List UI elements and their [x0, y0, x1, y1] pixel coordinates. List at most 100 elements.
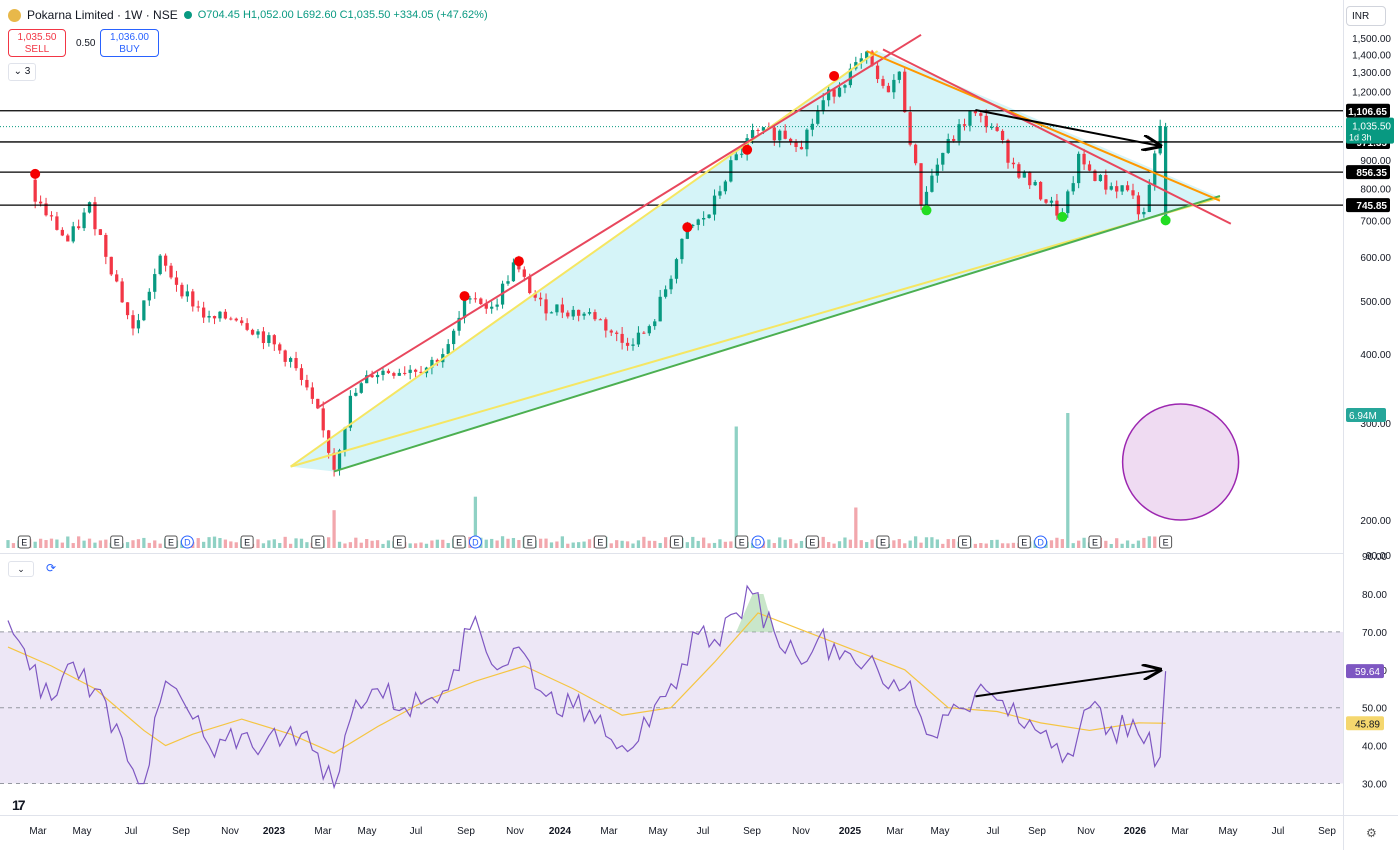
volume-bar — [892, 540, 896, 548]
volume-bar — [327, 537, 331, 548]
candle-body — [462, 299, 467, 318]
price-arrow — [975, 109, 1160, 146]
candle-body — [245, 323, 249, 330]
earnings-event-label: E — [1021, 538, 1027, 548]
candle-body — [468, 298, 472, 300]
volume-bar — [446, 543, 450, 548]
candle-body — [202, 307, 206, 318]
candle-body — [354, 392, 358, 396]
candle-body — [1028, 172, 1032, 186]
candle-body — [973, 111, 978, 114]
candle-body — [805, 129, 809, 150]
candle-body — [408, 369, 412, 373]
candle-body — [832, 89, 836, 97]
candle-body — [604, 319, 608, 331]
time-tick-label: Mar — [314, 826, 332, 837]
earnings-event-icon — [17, 535, 31, 549]
candle-body — [843, 85, 847, 88]
candle-body — [707, 214, 711, 218]
candle-body — [321, 408, 325, 431]
candle-body — [452, 330, 456, 345]
candle-body — [718, 191, 722, 196]
candle-body — [386, 370, 391, 374]
candle-body — [381, 370, 385, 375]
candle-body — [1011, 162, 1016, 165]
volume-bar — [77, 536, 81, 548]
rsi-tick-label: 30.00 — [1362, 780, 1387, 791]
volume-bar — [843, 537, 847, 548]
price-tick-label: 200.00 — [1360, 516, 1391, 527]
candle-body — [674, 259, 679, 279]
candle-body — [413, 369, 418, 372]
candle-body — [870, 51, 874, 66]
sell-button[interactable]: 1,035.50 SELL — [8, 29, 66, 57]
earnings-event-label: E — [880, 538, 886, 548]
earnings-event-icon — [392, 535, 406, 549]
candle-body — [147, 291, 151, 301]
volume-bar — [66, 536, 70, 548]
buy-button[interactable]: 1,036.00 BUY — [100, 29, 159, 57]
price-tick-label: 800.00 — [1360, 184, 1391, 195]
rsi-tick-label: 40.00 — [1362, 742, 1387, 753]
volume-bar — [587, 539, 592, 548]
tradingview-logo-icon[interactable]: 17 — [12, 797, 26, 813]
volume-bar — [11, 543, 16, 548]
volume-last-label: 6.94M — [1349, 411, 1377, 422]
refresh-icon[interactable]: ⟳ — [46, 561, 57, 575]
price-tick-label: 90.00 — [1366, 551, 1391, 562]
volume-bar — [1000, 543, 1005, 548]
volume-bar — [658, 542, 662, 548]
candle-body — [60, 229, 64, 236]
candle-body — [77, 226, 81, 229]
earnings-event-icon — [805, 535, 819, 549]
volume-bar — [1077, 540, 1081, 548]
volume-bar — [913, 536, 918, 548]
currency-select[interactable]: INR — [1346, 6, 1386, 26]
volume-bar — [272, 539, 276, 548]
volume-bar — [560, 536, 564, 548]
rsi-ma-line — [7, 612, 1166, 754]
candle-body — [1055, 200, 1059, 216]
earnings-event-icon — [523, 535, 537, 549]
settings-gear-icon[interactable]: ⚙ — [1366, 826, 1377, 840]
candle-body — [750, 130, 755, 139]
candle-body — [1087, 164, 1092, 171]
volume-bar — [261, 543, 266, 548]
candle-body — [278, 344, 282, 351]
rsi-value-label: 59.64 — [1355, 667, 1380, 678]
candle-body — [136, 320, 141, 329]
candle-body — [49, 215, 54, 217]
time-tick-label: Sep — [457, 826, 475, 837]
candle-body — [397, 372, 401, 376]
volume-bar — [691, 536, 695, 548]
level-label-bg — [1346, 165, 1390, 180]
volume-bar — [278, 542, 282, 548]
candle-body — [196, 306, 200, 308]
sell-price: 1,035.50 — [17, 32, 57, 43]
volume-bar — [1082, 537, 1086, 548]
price-tick-label: 300.00 — [1360, 419, 1391, 430]
volume-bar — [147, 542, 151, 548]
candle-body — [756, 130, 760, 132]
time-tick-label: Sep — [743, 826, 761, 837]
price-tick-label: 1,400.00 — [1352, 51, 1391, 62]
candle-body — [38, 201, 43, 204]
volume-bar — [663, 537, 668, 548]
candle-body — [946, 138, 950, 153]
rsi-arrow — [975, 670, 1160, 698]
candle-body — [435, 359, 439, 363]
volume-bar — [93, 542, 97, 548]
symbol-title[interactable]: Pokarna Limited · 1W · NSE — [27, 8, 178, 22]
time-tick-label: Sep — [1028, 826, 1046, 837]
volume-bar — [908, 540, 912, 548]
candle-body — [1082, 153, 1086, 165]
candle-body — [185, 291, 189, 297]
rsi-collapse-button[interactable]: ⌄ — [8, 561, 34, 577]
candle-body — [1131, 190, 1135, 196]
volume-bar — [365, 539, 369, 548]
indicators-toggle-button[interactable]: ⌄ 3 — [8, 63, 36, 81]
earnings-event-icon — [452, 535, 466, 549]
price-tick-label: 1,200.00 — [1352, 87, 1391, 98]
candle-body — [783, 130, 787, 139]
